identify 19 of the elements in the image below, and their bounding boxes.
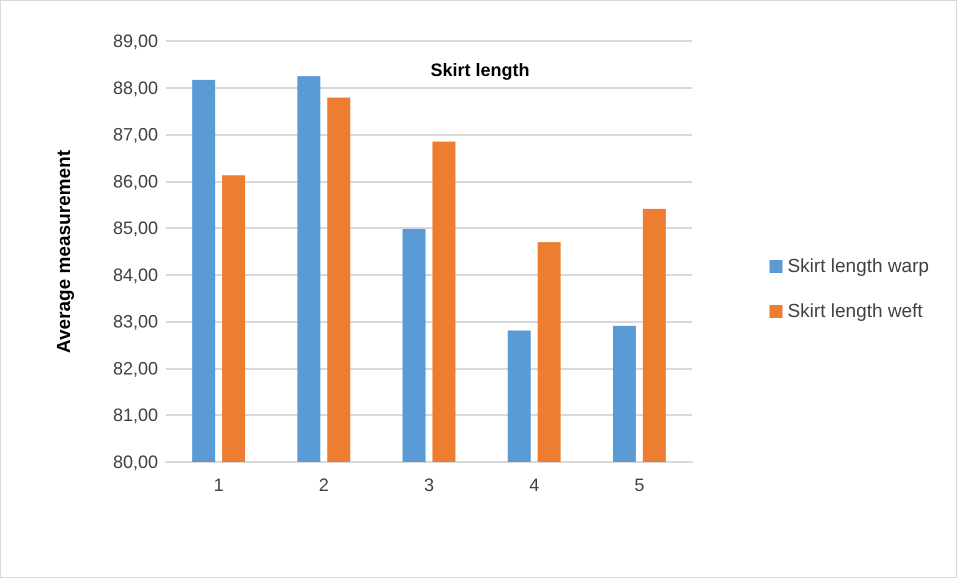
y-tick-label: 81,00: [112, 405, 158, 426]
y-tick-label: 89,00: [112, 31, 158, 51]
y-tick-label: 88,00: [112, 78, 158, 98]
y-tick-label: 87,00: [112, 124, 158, 145]
y-tick-label: 84,00: [112, 264, 158, 285]
x-tick-label: 3: [424, 475, 434, 495]
x-tick-label: 2: [318, 475, 329, 495]
x-tick-label: 4: [529, 475, 540, 495]
y-tick-label: 80,00: [112, 452, 158, 472]
y-tick-label: 82,00: [112, 358, 158, 378]
text: Skirt length: [430, 60, 530, 80]
legend-label: Skirt length weft: [787, 301, 924, 322]
y-axis-title: Average measurement: [54, 149, 75, 354]
y-tick-label: 86,00: [112, 171, 158, 192]
y-tick-label: 83,00: [112, 312, 158, 332]
x-tick-label: 5: [634, 475, 644, 495]
x-tick-label: 1: [214, 475, 224, 495]
legend-label: Skirt length warp: [787, 256, 930, 277]
y-tick-label: 85,00: [112, 218, 158, 238]
